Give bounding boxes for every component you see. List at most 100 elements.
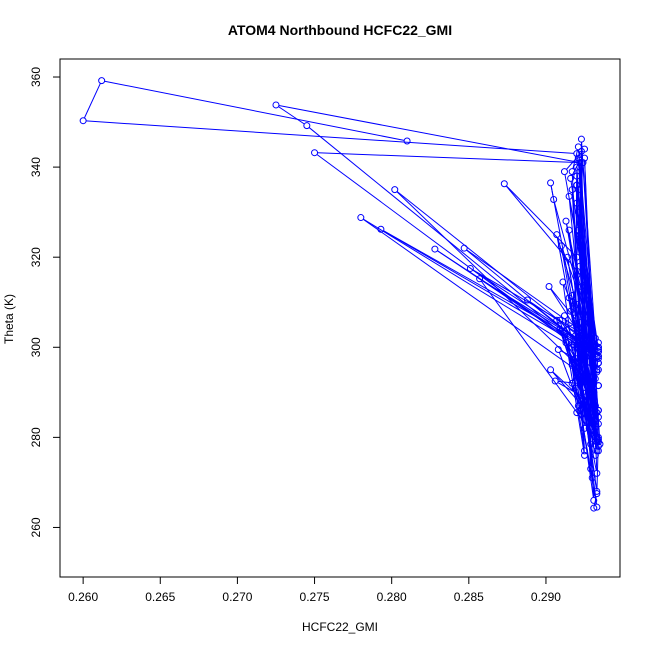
data-point bbox=[573, 341, 581, 349]
data-point bbox=[576, 159, 584, 167]
series-line-segment bbox=[86, 120, 574, 154]
data-point bbox=[571, 384, 579, 392]
data-point bbox=[594, 352, 602, 360]
series-line-segment bbox=[576, 350, 585, 453]
data-point bbox=[574, 370, 582, 378]
x-tick-label: 0.270 bbox=[222, 590, 252, 604]
data-point bbox=[594, 420, 602, 428]
data-point bbox=[594, 438, 602, 446]
data-point bbox=[581, 451, 589, 459]
series-line-segment bbox=[596, 440, 599, 491]
data-point bbox=[567, 307, 575, 315]
data-point bbox=[574, 208, 582, 216]
data-point bbox=[594, 433, 602, 441]
x-tick-label: 0.290 bbox=[531, 590, 561, 604]
data-point bbox=[577, 147, 585, 155]
data-point bbox=[565, 226, 573, 234]
data-point bbox=[79, 117, 87, 125]
data-point bbox=[576, 163, 584, 171]
data-point bbox=[594, 355, 602, 363]
data-point bbox=[594, 447, 602, 455]
series-line-segment bbox=[396, 191, 597, 384]
y-tick-label: 300 bbox=[29, 337, 43, 357]
data-point bbox=[594, 406, 602, 414]
data-point bbox=[581, 415, 589, 423]
data-point bbox=[311, 149, 319, 157]
data-point bbox=[577, 135, 585, 143]
series-line-segment bbox=[317, 152, 577, 163]
series-line-segment bbox=[505, 185, 583, 278]
data-point bbox=[567, 174, 575, 182]
chart-title: ATOM4 Northbound HCFC22_GMI bbox=[228, 22, 452, 38]
x-tick-label: 0.280 bbox=[377, 590, 407, 604]
data-point bbox=[590, 504, 598, 512]
data-point bbox=[98, 77, 106, 85]
series-line-segment bbox=[472, 269, 597, 342]
series-line-segment bbox=[362, 218, 597, 385]
y-tick-label: 340 bbox=[29, 157, 43, 177]
data-point bbox=[559, 278, 567, 286]
data-point bbox=[581, 424, 589, 432]
series-line-segment bbox=[562, 284, 594, 498]
data-point bbox=[587, 411, 595, 419]
data-point bbox=[581, 276, 589, 284]
data-point bbox=[576, 262, 584, 270]
y-tick-label: 260 bbox=[29, 517, 43, 537]
data-point bbox=[554, 346, 562, 354]
data-point bbox=[582, 393, 590, 401]
data-point bbox=[550, 196, 558, 204]
data-point bbox=[551, 377, 559, 385]
data-point bbox=[545, 282, 553, 290]
data-point bbox=[565, 294, 573, 302]
data-point bbox=[585, 343, 593, 351]
x-tick-label: 0.265 bbox=[145, 590, 175, 604]
x-axis-label: HCFC22_GMI bbox=[302, 620, 378, 634]
data-point bbox=[565, 192, 573, 200]
data-point bbox=[303, 122, 311, 130]
data-point bbox=[573, 409, 581, 417]
data-point bbox=[573, 300, 581, 308]
data-point bbox=[553, 316, 561, 324]
data-point bbox=[587, 397, 595, 405]
data-point bbox=[560, 328, 568, 336]
data-point bbox=[562, 217, 570, 225]
data-point bbox=[403, 137, 411, 145]
data-point bbox=[571, 332, 579, 340]
series-line-segment bbox=[582, 165, 596, 336]
data-point bbox=[594, 339, 602, 347]
series-line-segment bbox=[569, 199, 599, 347]
data-point bbox=[556, 316, 564, 324]
series-line-segment bbox=[104, 80, 405, 141]
series-line-segment bbox=[550, 288, 598, 361]
data-point bbox=[476, 275, 484, 283]
series-line-segment bbox=[278, 105, 578, 163]
data-point bbox=[272, 101, 280, 109]
data-point bbox=[594, 348, 602, 356]
data-point bbox=[577, 282, 585, 290]
series-line-segment bbox=[363, 218, 597, 362]
series-line-segment bbox=[550, 185, 554, 197]
data-point bbox=[573, 253, 581, 261]
data-point bbox=[591, 375, 599, 383]
data-point bbox=[560, 312, 568, 320]
data-point bbox=[573, 199, 581, 207]
series-line-segment bbox=[568, 199, 593, 430]
data-point bbox=[391, 186, 399, 194]
data-point bbox=[568, 361, 576, 369]
data-point bbox=[587, 440, 595, 448]
data-point bbox=[576, 319, 584, 327]
y-tick-label: 360 bbox=[29, 67, 43, 87]
data-point bbox=[593, 490, 601, 498]
data-point bbox=[581, 447, 589, 455]
data-point bbox=[560, 168, 568, 176]
data-point bbox=[593, 503, 601, 511]
data-point bbox=[564, 253, 572, 261]
data-point bbox=[588, 474, 596, 482]
series-line-segment bbox=[567, 260, 597, 437]
series-layer bbox=[79, 77, 604, 512]
data-point bbox=[594, 359, 602, 367]
data-point bbox=[574, 402, 582, 410]
series-line-segment bbox=[437, 250, 597, 358]
